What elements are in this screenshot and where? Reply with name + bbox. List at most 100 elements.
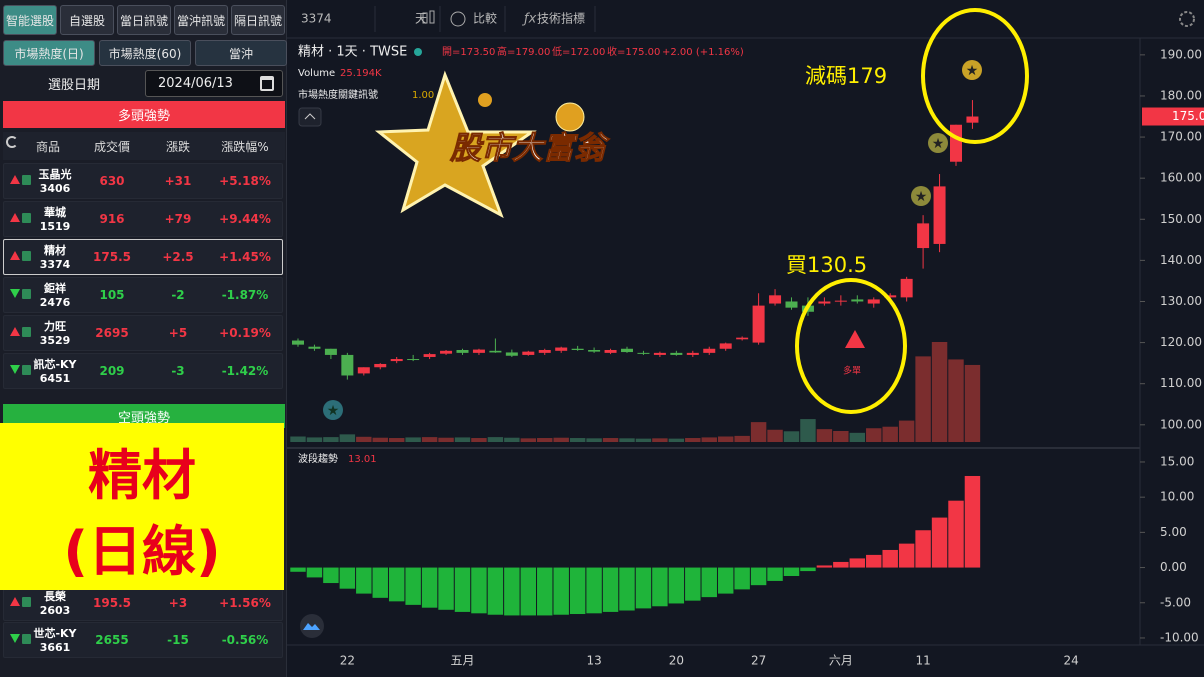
collapse-icon <box>304 113 316 120</box>
volume-bar <box>339 434 356 442</box>
subtab[interactable]: 當沖 <box>195 40 287 66</box>
trend-arrow <box>10 289 20 298</box>
trend-bar <box>685 567 701 601</box>
fx-icon[interactable]: ƒx <box>521 12 537 27</box>
trend-bar <box>471 567 487 614</box>
stock-row[interactable] <box>3 239 283 275</box>
stock-row[interactable] <box>3 315 283 351</box>
tab[interactable]: 當日訊號 <box>117 5 171 35</box>
trend-bar <box>339 567 356 589</box>
y-tick-label: 170.00 <box>1160 130 1202 144</box>
settings-icon[interactable] <box>1179 11 1195 27</box>
stock-row[interactable] <box>3 201 283 237</box>
y-tick-label: 5.00 <box>1160 525 1187 539</box>
subtab[interactable]: 市場熱度(60) <box>99 40 191 66</box>
trend-bar <box>602 567 619 612</box>
date-label: 選股日期 <box>47 78 100 93</box>
volume-bar <box>767 429 783 442</box>
volume-bar <box>553 437 569 442</box>
candle-body <box>785 301 798 308</box>
x-tick-label: 六月 <box>829 654 853 668</box>
refresh-icon[interactable] <box>6 136 18 148</box>
trend-bar <box>619 567 635 611</box>
title-overlay: 精材 (日線) <box>0 423 284 590</box>
stock-row[interactable] <box>3 277 283 313</box>
trend-title: 波段趨勢 <box>298 452 338 465</box>
stock-price: 209 <box>99 364 125 378</box>
volume-bar <box>537 438 553 442</box>
badge <box>22 251 31 261</box>
candle-body <box>966 116 979 123</box>
trend-bar <box>372 567 388 598</box>
y-tick-label: -5.00 <box>1160 595 1191 609</box>
compare-icon[interactable] <box>450 11 466 27</box>
stock-row[interactable] <box>3 163 283 199</box>
y-tick-label: 130.00 <box>1160 294 1202 308</box>
subtab[interactable]: 市場熱度(日) <box>3 40 95 66</box>
sidebar: 智能選股 自選股 當日訊號 當沖訊號 隔日訊號市場熱度(日) 市場熱度(60) 當沖選股日期… <box>0 0 287 677</box>
trend-bar <box>833 561 849 568</box>
highlight-circle <box>921 8 1029 144</box>
volume-bar <box>882 426 898 442</box>
stock-row[interactable] <box>3 353 283 389</box>
tab[interactable]: 隔日訊號 <box>231 5 285 35</box>
indicators[interactable]: 技術指標 <box>537 11 585 26</box>
stock-code: 1519 <box>39 220 71 233</box>
trend-bar <box>405 567 421 605</box>
candle-icon[interactable] <box>422 10 435 24</box>
app-logo[interactable] <box>300 614 324 638</box>
stock-name: 玉晶光 <box>38 168 72 181</box>
stock-pct: +5.18% <box>219 174 271 188</box>
volume-bar <box>372 437 388 442</box>
stock-name: 訊芯-KY <box>33 358 77 371</box>
candle-body <box>407 359 420 361</box>
volume-bar <box>816 429 833 442</box>
volume-bar <box>652 438 668 442</box>
chart: ƒx 3374 天比較 技術指標100.00110.00120.00130.0014… <box>287 0 1204 677</box>
volume-bar <box>471 438 487 442</box>
tab[interactable]: 智能選股 <box>3 5 57 35</box>
stock-row[interactable] <box>3 585 283 621</box>
stock-pct: +9.44% <box>219 212 271 226</box>
stock-row[interactable] <box>3 622 283 658</box>
stock-change: -2 <box>171 288 185 302</box>
stock-name: 力旺 <box>44 320 66 333</box>
volume-bar <box>866 428 882 442</box>
stock-price: 105 <box>99 288 125 302</box>
y-tick-label: 0.00 <box>1160 560 1187 574</box>
price-marker <box>1142 107 1204 126</box>
trend-bar <box>520 567 537 616</box>
candle-body <box>390 359 403 362</box>
volume-bar <box>290 436 306 442</box>
stock-price: 2695 <box>95 326 129 340</box>
trend-bar <box>931 517 948 568</box>
volume-bar <box>701 437 717 442</box>
svg-text:★: ★ <box>915 189 928 205</box>
tab[interactable]: 當沖訊號 <box>174 5 228 35</box>
stock-name: 長榮 <box>44 590 66 603</box>
badge <box>22 634 31 644</box>
volume-bar <box>388 438 405 442</box>
trend-bar <box>438 567 454 610</box>
badge <box>22 327 31 337</box>
tab[interactable]: 自選股 <box>60 5 114 35</box>
volume-bar <box>783 431 800 442</box>
y-tick-label: 160.00 <box>1160 171 1202 185</box>
interval[interactable]: 天 <box>415 12 427 26</box>
y-tick-label: -10.00 <box>1160 630 1199 644</box>
stock-pct: +1.56% <box>219 596 271 610</box>
x-tick-label: 13 <box>586 654 601 668</box>
stock-price: 2655 <box>95 633 129 647</box>
trend-bar <box>717 567 734 594</box>
logo-text: 股市大富翁 <box>449 131 610 167</box>
volume-bar <box>964 364 981 442</box>
trend-arrow <box>10 327 20 336</box>
volume-value: 25.194K <box>340 68 382 79</box>
trend-bar <box>668 567 685 604</box>
stock-name: 世芯-KY <box>33 627 77 640</box>
trend-bar <box>652 567 668 607</box>
compare[interactable]: 比較 <box>473 11 497 26</box>
candle-body <box>867 299 880 304</box>
collapse-button[interactable] <box>298 107 322 127</box>
price-marker-label: 175.00 <box>1172 109 1204 123</box>
